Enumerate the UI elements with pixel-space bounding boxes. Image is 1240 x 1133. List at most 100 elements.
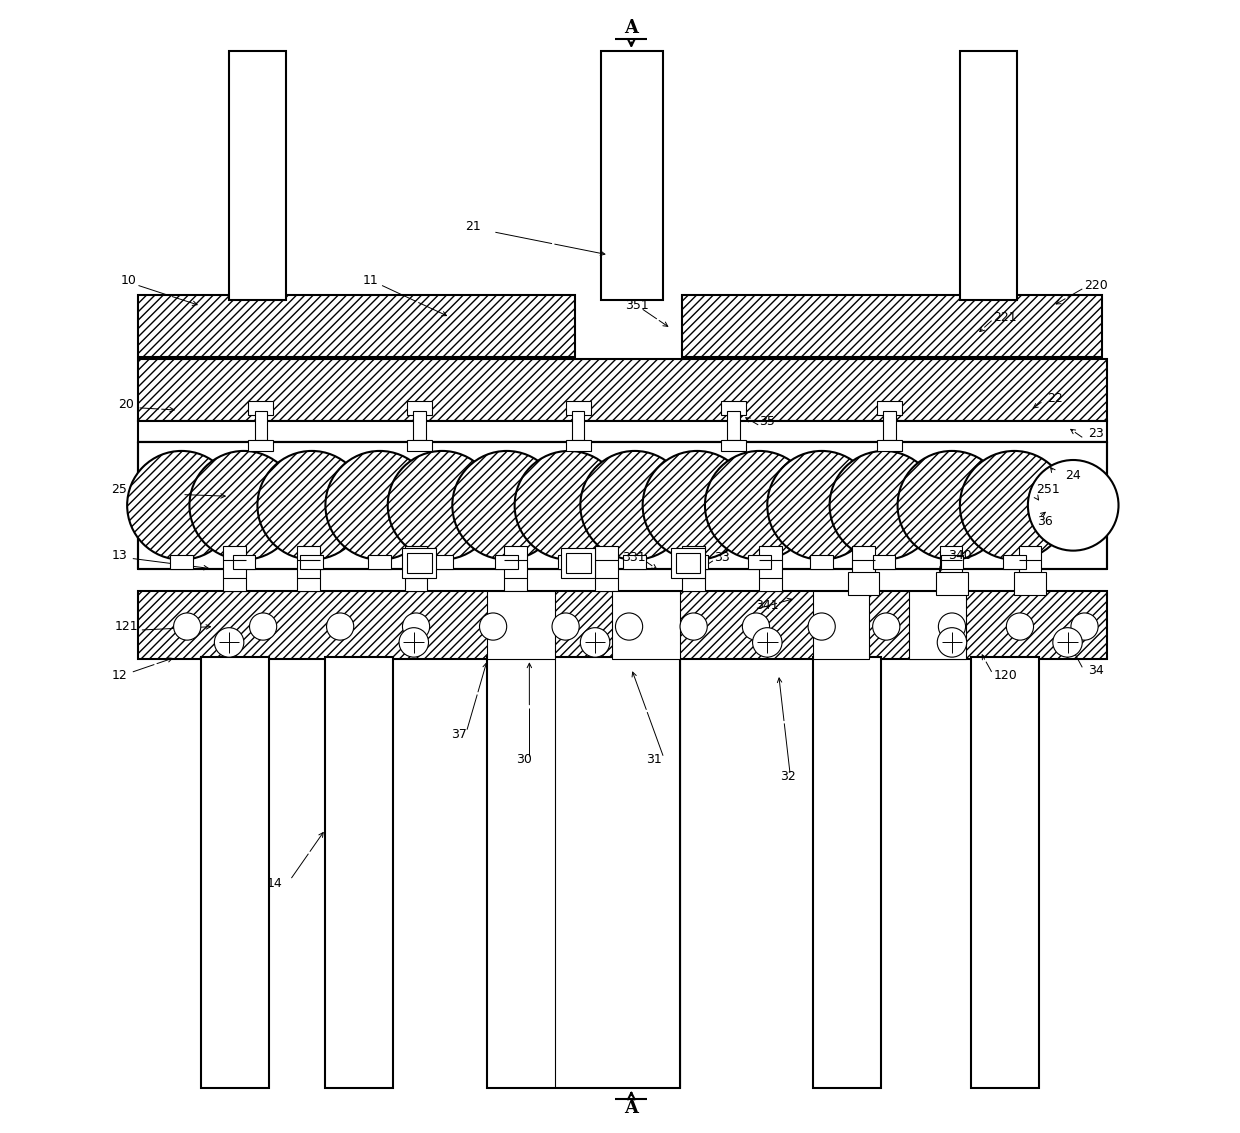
Bar xyxy=(201,657,269,1088)
Circle shape xyxy=(403,613,429,640)
Text: 11: 11 xyxy=(363,274,378,288)
Circle shape xyxy=(768,451,875,560)
Bar xyxy=(936,572,968,595)
Circle shape xyxy=(326,613,353,640)
Bar xyxy=(941,555,963,569)
Bar xyxy=(298,546,320,591)
Bar xyxy=(565,440,590,451)
Circle shape xyxy=(830,451,939,560)
Text: 121: 121 xyxy=(114,620,138,633)
Circle shape xyxy=(388,451,496,560)
Bar xyxy=(877,440,903,451)
Text: 31: 31 xyxy=(646,752,662,766)
Circle shape xyxy=(615,613,642,640)
Circle shape xyxy=(325,451,434,560)
Bar xyxy=(595,546,618,591)
Bar xyxy=(229,51,285,300)
Circle shape xyxy=(215,628,244,657)
Circle shape xyxy=(515,451,624,560)
Bar xyxy=(404,546,428,591)
Bar xyxy=(1019,546,1042,591)
Bar xyxy=(624,555,646,569)
Circle shape xyxy=(1053,628,1083,657)
Circle shape xyxy=(960,451,1069,560)
Text: 221: 221 xyxy=(993,310,1017,324)
Text: A: A xyxy=(624,1099,639,1117)
Text: 14: 14 xyxy=(267,877,283,891)
Bar xyxy=(487,657,680,1088)
Bar xyxy=(600,51,663,300)
Bar xyxy=(403,548,436,578)
Circle shape xyxy=(399,628,429,657)
Circle shape xyxy=(873,613,900,640)
Bar xyxy=(613,591,680,659)
Circle shape xyxy=(190,451,299,560)
Circle shape xyxy=(939,613,966,640)
Text: 34: 34 xyxy=(1087,664,1104,678)
Text: 331: 331 xyxy=(621,551,645,564)
Bar xyxy=(759,546,782,591)
Circle shape xyxy=(453,451,560,560)
Bar xyxy=(1014,572,1047,595)
Circle shape xyxy=(1028,460,1118,551)
Bar xyxy=(248,440,273,451)
Text: 120: 120 xyxy=(993,668,1017,682)
Bar xyxy=(223,546,246,591)
Bar xyxy=(368,555,391,569)
Bar xyxy=(811,555,833,569)
Circle shape xyxy=(706,451,813,560)
Text: 36: 36 xyxy=(1037,514,1053,528)
Bar xyxy=(848,572,879,595)
Bar xyxy=(877,401,903,415)
Bar xyxy=(812,657,880,1088)
Text: A: A xyxy=(624,19,639,37)
Bar xyxy=(909,591,966,659)
Bar xyxy=(495,555,518,569)
Bar xyxy=(407,553,432,573)
Text: 341: 341 xyxy=(755,598,779,612)
Bar xyxy=(560,548,595,578)
Bar xyxy=(971,657,1039,1088)
Bar xyxy=(565,553,590,573)
Circle shape xyxy=(480,613,507,640)
Bar xyxy=(686,555,708,569)
Bar xyxy=(139,442,1107,569)
Text: 251: 251 xyxy=(1037,483,1060,496)
Bar xyxy=(682,546,706,591)
Bar xyxy=(960,51,1017,300)
Bar xyxy=(676,553,701,573)
Bar xyxy=(139,295,574,357)
Circle shape xyxy=(1071,613,1099,640)
Text: 12: 12 xyxy=(112,668,126,682)
Bar xyxy=(430,555,454,569)
Text: 21: 21 xyxy=(465,220,481,233)
Bar xyxy=(565,401,590,415)
Text: 32: 32 xyxy=(780,769,796,783)
Bar xyxy=(812,591,869,659)
Text: 351: 351 xyxy=(625,299,649,313)
Bar xyxy=(325,657,393,1088)
Bar xyxy=(407,401,432,415)
Text: 220: 220 xyxy=(1084,279,1107,292)
Bar xyxy=(1003,555,1025,569)
Circle shape xyxy=(898,451,1007,560)
Bar xyxy=(558,555,580,569)
Bar xyxy=(940,546,962,591)
Circle shape xyxy=(552,613,579,640)
Text: 22: 22 xyxy=(1048,392,1063,406)
Circle shape xyxy=(580,628,610,657)
Bar xyxy=(671,548,706,578)
Bar xyxy=(852,546,875,591)
Circle shape xyxy=(1007,613,1034,640)
Text: 13: 13 xyxy=(112,548,126,562)
Bar xyxy=(505,546,527,591)
Bar xyxy=(233,555,255,569)
Circle shape xyxy=(753,628,782,657)
Circle shape xyxy=(174,613,201,640)
Circle shape xyxy=(128,451,236,560)
Circle shape xyxy=(680,613,707,640)
Bar xyxy=(720,401,745,415)
Bar xyxy=(487,591,556,659)
Circle shape xyxy=(249,613,277,640)
Bar xyxy=(407,440,432,451)
